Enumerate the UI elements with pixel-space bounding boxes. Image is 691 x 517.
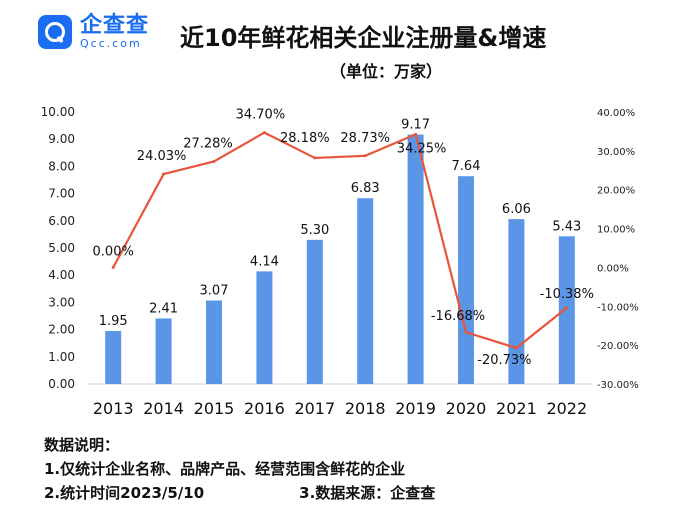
logo-name-cn: 企查查 — [80, 13, 150, 38]
bar-value-label: 7.64 — [452, 159, 481, 174]
growth-point — [565, 306, 569, 310]
bar — [256, 271, 273, 384]
bar-value-label: 4.14 — [250, 254, 279, 269]
y-left-tick-label: 0.00 — [48, 377, 75, 391]
bar — [508, 219, 525, 384]
y-right-tick-label: 40.00% — [597, 108, 635, 119]
bar-value-label: 5.43 — [552, 219, 581, 234]
bar — [105, 330, 122, 384]
x-tick-label: 2014 — [143, 399, 184, 418]
y-left-tick-label: 6.00 — [48, 214, 75, 228]
growth-value-label: 27.28% — [183, 136, 233, 151]
growth-line — [112, 131, 568, 350]
bar-value-label: 3.07 — [200, 283, 229, 298]
growth-value-label: 24.03% — [137, 149, 187, 164]
bar-value-label: 1.95 — [99, 314, 128, 329]
x-tick-label: 2018 — [345, 399, 386, 418]
x-tick-label: 2022 — [546, 399, 587, 418]
bar-value-label: 5.30 — [300, 223, 329, 238]
y-left-tick-label: 3.00 — [48, 295, 75, 309]
chart-title: 近10年鲜花相关企业注册量&增速 — [180, 24, 547, 52]
qcc-search-icon — [38, 15, 72, 49]
growth-value-label: -16.68% — [431, 309, 485, 324]
y-left-tick-label: 2.00 — [48, 323, 75, 337]
chart-subtitle: （单位：万家） — [330, 62, 443, 81]
y-left-tick-label: 4.00 — [48, 268, 75, 282]
bar — [306, 239, 323, 384]
x-tick-label: 2013 — [93, 399, 134, 418]
x-tick-label: 2019 — [395, 399, 436, 418]
bar — [155, 318, 172, 384]
growth-point — [313, 156, 317, 160]
notes-line-3: 3.数据来源：企查查 — [299, 484, 436, 502]
growth-point — [363, 154, 367, 158]
x-tick-label: 2016 — [244, 399, 285, 418]
y-left-tick-label: 1.00 — [48, 350, 75, 364]
y-right-tick-label: 10.00% — [597, 225, 635, 236]
bar-value-label: 9.17 — [401, 118, 430, 133]
notes-heading: 数据说明： — [44, 436, 120, 454]
bar — [407, 134, 424, 384]
growth-value-label: 0.00% — [93, 244, 134, 259]
logo-name-en: Qcc.com — [80, 37, 142, 50]
logo: 企查查 Qcc.com — [38, 14, 149, 50]
y-left-tick-label: 9.00 — [48, 132, 75, 146]
x-tick-label: 2017 — [294, 399, 335, 418]
bar — [458, 176, 474, 384]
y-left-tick-label: 5.00 — [48, 241, 75, 255]
growth-point — [414, 132, 418, 136]
growth-point — [262, 131, 266, 135]
y-right-tick-label: -20.00% — [597, 341, 639, 352]
growth-value-label: -20.73% — [477, 353, 531, 368]
growth-point — [464, 330, 468, 334]
bar-value-label: 6.06 — [502, 202, 531, 217]
x-tick-label: 2020 — [446, 399, 487, 418]
y-right-tick-label: 30.00% — [597, 147, 635, 158]
bar-value-label: 2.41 — [149, 301, 178, 316]
growth-point — [162, 172, 166, 176]
growth-point — [514, 346, 518, 350]
growth-value-label: 28.73% — [340, 131, 390, 146]
bar — [558, 236, 575, 384]
x-tick-label: 2015 — [194, 399, 235, 418]
notes-line-2: 2.统计时间2023/5/10 — [44, 484, 205, 502]
y-left-tick-label: 7.00 — [48, 187, 75, 201]
growth-value-label: 28.18% — [280, 131, 330, 146]
growth-value-label: 34.25% — [397, 141, 447, 156]
bar — [357, 198, 374, 384]
y-right-tick-label: -10.00% — [597, 302, 639, 313]
data-notes: 数据说明： 1.仅统计企业名称、品牌产品、经营范围含鲜花的企业 2.统计时间20… — [44, 433, 435, 505]
y-right-tick-label: -30.00% — [597, 380, 639, 391]
x-tick-label: 2021 — [496, 399, 537, 418]
y-left-tick-label: 10.00 — [41, 105, 75, 119]
bar — [206, 300, 222, 384]
notes-line-1: 1.仅统计企业名称、品牌产品、经营范围含鲜花的企业 — [44, 460, 406, 478]
growth-point — [212, 159, 216, 163]
growth-value-label: -10.38% — [540, 287, 594, 302]
growth-value-label: 34.70% — [236, 108, 286, 123]
growth-point — [111, 265, 115, 269]
y-right-tick-label: 20.00% — [597, 186, 635, 197]
y-right-tick-label: 0.00% — [597, 263, 629, 274]
bar-value-label: 6.83 — [351, 181, 380, 196]
logo-text: 企查查 Qcc.com — [80, 14, 149, 50]
y-left-tick-label: 8.00 — [48, 159, 75, 173]
